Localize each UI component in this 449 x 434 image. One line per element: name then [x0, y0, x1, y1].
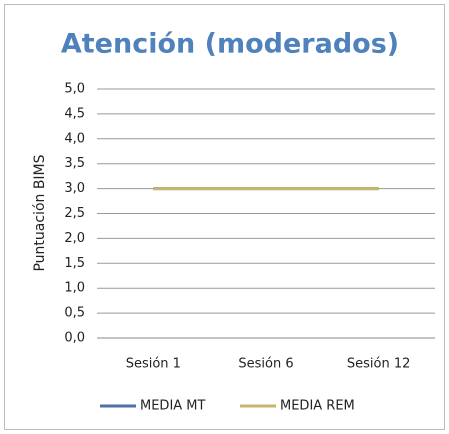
chart-title: Atención (moderados): [61, 29, 399, 60]
y-tick-label: 2,0: [64, 231, 85, 246]
legend-label: MEDIA REM: [280, 399, 355, 414]
y-tick-label: 1,5: [64, 256, 85, 271]
chart-border: [4, 4, 445, 430]
y-tick-label: 4,0: [64, 131, 85, 146]
x-tick-label: Sesión 6: [238, 357, 293, 372]
y-axis-label: Puntuación BIMS: [32, 154, 48, 271]
y-tick-label: 0,0: [64, 331, 85, 346]
y-tick-label: 2,5: [64, 206, 85, 221]
y-tick-label: 3,5: [64, 156, 85, 171]
legend-label: MEDIA MT: [140, 399, 206, 414]
x-tick-label: Sesión 1: [126, 357, 181, 372]
y-tick-label: 5,0: [64, 82, 85, 97]
y-tick-label: 1,0: [64, 281, 85, 296]
x-tick-label: Sesión 12: [347, 357, 411, 372]
y-tick-label: 4,5: [64, 106, 85, 121]
y-tick-label: 0,5: [64, 306, 85, 321]
y-tick-label: 3,0: [64, 181, 85, 196]
